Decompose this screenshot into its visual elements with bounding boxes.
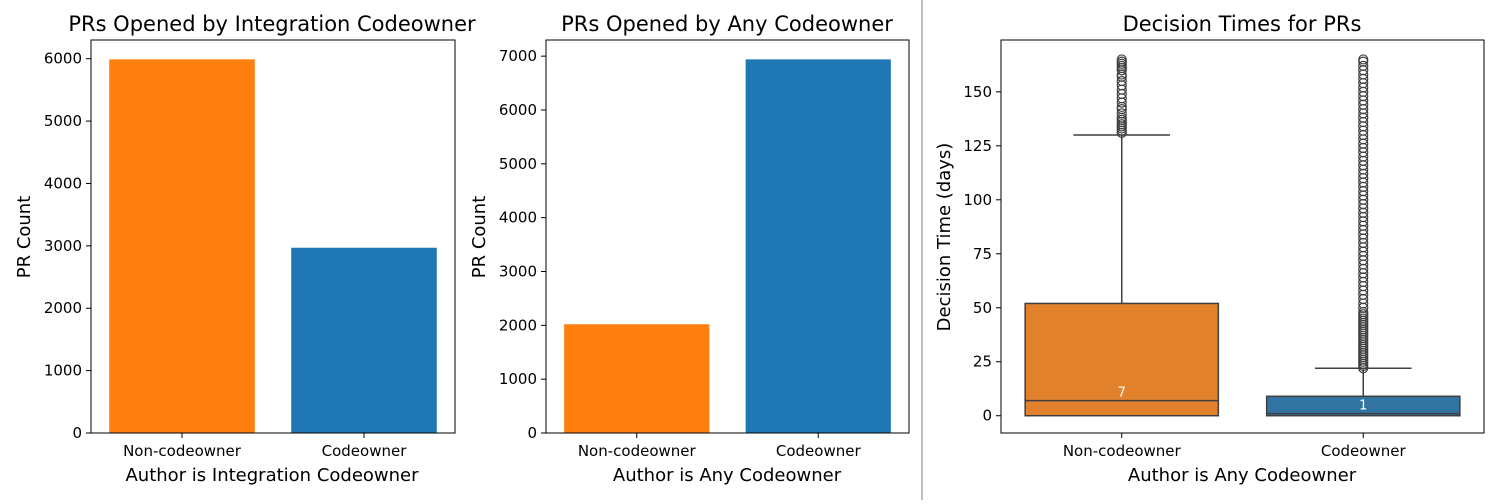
x-tick-label: Non-codeowner (123, 442, 242, 460)
outlier-point (1116, 108, 1127, 119)
y-tick-label: 50 (973, 299, 992, 317)
bar-codeowner (745, 59, 891, 433)
outlier-point (1358, 60, 1369, 72)
plot-frame (1000, 39, 1485, 434)
y-tick-label: 2000 (44, 299, 82, 317)
box-non-codeowner (1024, 302, 1220, 417)
outlier-point (1116, 75, 1127, 87)
chart-title: Decision Times for PRs (1123, 12, 1362, 36)
bar-codeowner (291, 247, 437, 433)
y-tick-label: 0 (982, 407, 992, 425)
y-tick-label: 0 (72, 424, 82, 442)
y-tick-label: 3000 (499, 262, 537, 280)
y-tick-label: 150 (963, 83, 992, 101)
chart-title: PRs Opened by Integration Codeowner (68, 12, 476, 36)
x-axis-label: Author is Integration Codeowner (125, 465, 419, 486)
x-tick-label: Non-codeowner (578, 442, 697, 460)
chart-any-codeowner: PRs Opened by Any Codeowner Author is An… (469, 12, 910, 486)
y-tick-label: 4000 (44, 174, 82, 192)
x-tick-label: Codeowner (776, 442, 862, 460)
chart-title: PRs Opened by Any Codeowner (561, 12, 893, 36)
y-axis-label: PR Count (14, 196, 35, 279)
y-tick-label: 25 (973, 353, 992, 371)
x-tick-label: Non-codeowner (1063, 442, 1182, 460)
y-tick-label: 125 (963, 137, 992, 155)
y-tick-label: 5000 (499, 155, 537, 173)
x-tick-label: Codeowner (322, 442, 408, 460)
outlier-point (1358, 54, 1369, 65)
y-tick-label: 5000 (44, 112, 82, 130)
y-tick-label: 3000 (44, 237, 82, 255)
y-axis-label: PR Count (469, 196, 490, 279)
x-tick-label: Codeowner (1321, 442, 1407, 460)
y-tick-label: 1000 (499, 370, 537, 388)
median-label: 7 (1118, 386, 1126, 401)
plot-frame (90, 39, 456, 434)
y-tick-label: 6000 (44, 50, 82, 68)
median-label: 1 (1359, 399, 1367, 414)
y-tick-label: 2000 (499, 316, 537, 334)
y-tick-label: 6000 (499, 101, 537, 119)
y-tick-label: 4000 (499, 209, 537, 227)
chart-integration-codeowner: PRs Opened by Integration Codeowner Auth… (14, 12, 476, 486)
y-tick-label: 75 (973, 245, 992, 263)
plot-frame (545, 39, 910, 434)
y-axis-label: Decision Time (days) (934, 143, 955, 332)
y-tick-label: 7000 (499, 47, 537, 65)
y-tick-label: 1000 (44, 362, 82, 380)
chart-decision-times: Decision Times for PRs Author is Any Cod… (934, 12, 1485, 486)
y-tick-label: 100 (963, 191, 992, 209)
x-axis-label: Author is Any Codeowner (1128, 465, 1357, 486)
x-axis-label: Author is Any Codeowner (613, 465, 842, 486)
bar-non-codeowner (564, 324, 710, 433)
y-tick-label: 0 (527, 424, 537, 442)
outlier-point (1116, 54, 1127, 65)
box-codeowner (1265, 395, 1461, 417)
bar-non-codeowner (109, 59, 255, 433)
